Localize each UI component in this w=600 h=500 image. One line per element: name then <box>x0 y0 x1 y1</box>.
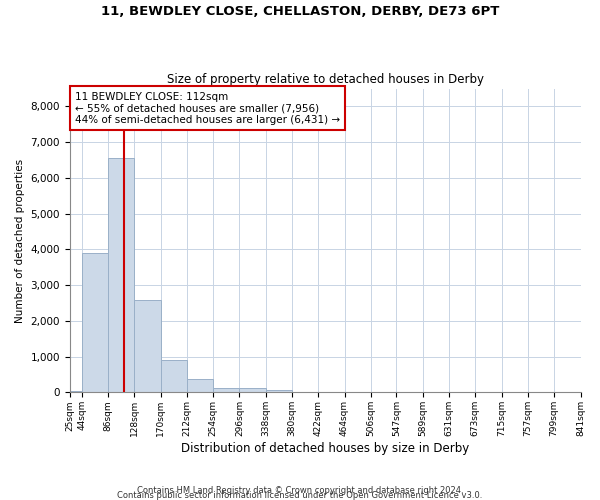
Text: 11 BEWDLEY CLOSE: 112sqm
← 55% of detached houses are smaller (7,956)
44% of sem: 11 BEWDLEY CLOSE: 112sqm ← 55% of detach… <box>75 92 340 125</box>
Bar <box>108 158 134 392</box>
Bar <box>161 360 187 392</box>
Text: 11, BEWDLEY CLOSE, CHELLASTON, DERBY, DE73 6PT: 11, BEWDLEY CLOSE, CHELLASTON, DERBY, DE… <box>101 5 499 18</box>
Bar <box>187 379 213 392</box>
Text: Contains HM Land Registry data © Crown copyright and database right 2024.: Contains HM Land Registry data © Crown c… <box>137 486 463 495</box>
Bar <box>266 390 292 392</box>
Bar <box>134 300 161 392</box>
Title: Size of property relative to detached houses in Derby: Size of property relative to detached ho… <box>167 73 484 86</box>
X-axis label: Distribution of detached houses by size in Derby: Distribution of detached houses by size … <box>181 442 469 455</box>
Bar <box>239 388 266 392</box>
Bar <box>213 388 239 392</box>
Bar <box>70 390 82 392</box>
Bar <box>82 253 108 392</box>
Text: Contains public sector information licensed under the Open Government Licence v3: Contains public sector information licen… <box>118 491 482 500</box>
Y-axis label: Number of detached properties: Number of detached properties <box>15 158 25 322</box>
